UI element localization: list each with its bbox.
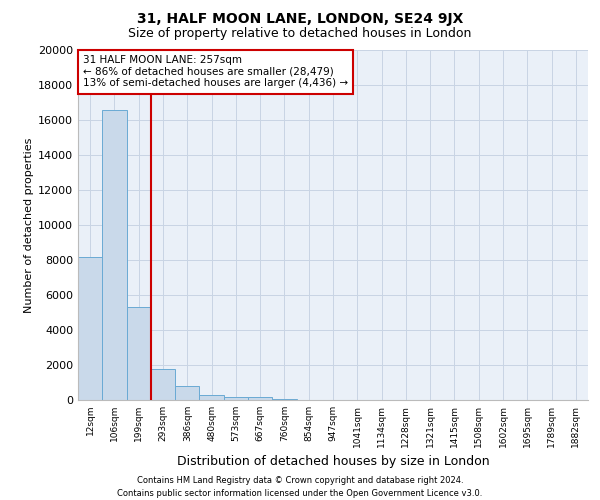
Text: Size of property relative to detached houses in London: Size of property relative to detached ho… <box>128 28 472 40</box>
Text: 31 HALF MOON LANE: 257sqm
← 86% of detached houses are smaller (28,479)
13% of s: 31 HALF MOON LANE: 257sqm ← 86% of detac… <box>83 56 348 88</box>
Bar <box>78 256 102 400</box>
X-axis label: Distribution of detached houses by size in London: Distribution of detached houses by size … <box>176 456 490 468</box>
Y-axis label: Number of detached properties: Number of detached properties <box>24 138 34 312</box>
Bar <box>151 370 175 400</box>
Bar <box>175 386 199 400</box>
Bar <box>102 110 127 400</box>
Text: Contains HM Land Registry data © Crown copyright and database right 2024.
Contai: Contains HM Land Registry data © Crown c… <box>118 476 482 498</box>
Bar <box>199 395 224 400</box>
Bar <box>224 396 248 400</box>
Bar <box>127 307 151 400</box>
Text: 31, HALF MOON LANE, LONDON, SE24 9JX: 31, HALF MOON LANE, LONDON, SE24 9JX <box>137 12 463 26</box>
Bar <box>272 399 296 400</box>
Bar <box>248 398 272 400</box>
